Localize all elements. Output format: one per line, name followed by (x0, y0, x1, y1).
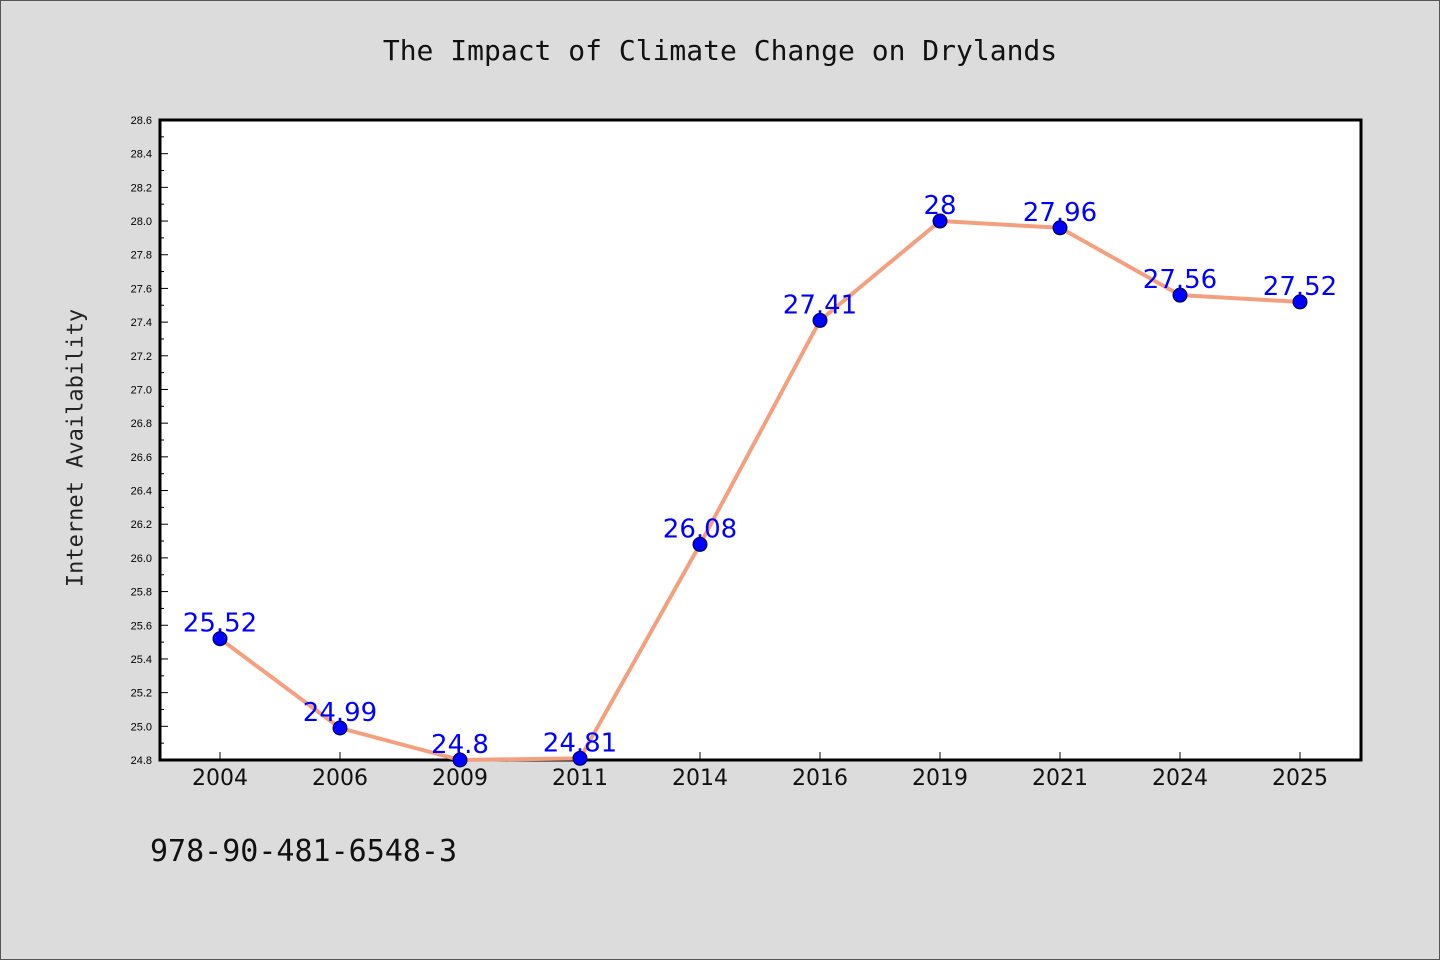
y-tick-label: 26.6 (131, 452, 152, 464)
series-line (218, 219, 1301, 762)
x-tick-label: 2025 (1272, 766, 1328, 791)
data-point (932, 213, 948, 229)
x-tick-label: 2016 (792, 766, 848, 791)
x-axis: 2004 2006 2009 2011 2014 2016 2019 2021 2024 2025 (192, 752, 1328, 791)
x-tick-label: 2004 (192, 766, 248, 791)
y-tick-label: 27.6 (131, 283, 152, 295)
data-point (572, 750, 588, 766)
x-tick-label: 2019 (912, 766, 968, 791)
y-tick-label: 25.0 (131, 721, 152, 733)
x-tick-label: 2011 (552, 766, 608, 791)
x-tick-label: 2024 (1152, 766, 1208, 791)
plot-area (158, 118, 1363, 762)
data-point (1052, 220, 1068, 236)
y-tick-label: 27.0 (131, 384, 152, 396)
x-tick-label: 2009 (432, 766, 488, 791)
data-point (1172, 287, 1188, 303)
data-label: 27.41 (783, 290, 857, 320)
data-label: 27.52 (1263, 272, 1337, 302)
data-point (332, 720, 348, 736)
data-label: 25.52 (183, 609, 257, 639)
y-tick-label: 27.2 (131, 351, 152, 363)
y-tick-label: 26.2 (131, 519, 152, 531)
y-tick-label: 26.0 (131, 553, 152, 565)
y-tick-label: 26.8 (131, 418, 152, 430)
data-point (692, 536, 708, 552)
data-label: 26.08 (663, 514, 737, 544)
data-label: 24.81 (543, 728, 617, 758)
y-tick-label: 25.4 (131, 654, 152, 666)
x-tick-label: 2014 (672, 766, 728, 791)
data-labels: 25.52 24.99 24.8 24.81 26.08 27.41 28 27.96 27.5… (183, 191, 1337, 760)
y-tick-label: 28.6 (131, 115, 152, 127)
data-label: 24.8 (431, 730, 489, 760)
data-point (212, 631, 228, 647)
y-tick-label: 27.8 (131, 250, 152, 262)
chart-title: The Impact of Climate Change on Drylands (382, 34, 1058, 67)
y-tick-label: 28.0 (131, 216, 152, 228)
y-tick-label: 25.2 (131, 688, 152, 700)
data-point (1292, 294, 1308, 310)
y-tick-label: 28.4 (131, 149, 152, 161)
data-label: 28 (923, 191, 956, 221)
data-label: 24.99 (303, 698, 377, 728)
data-label: 27.56 (1143, 265, 1217, 295)
y-tick-label: 25.6 (131, 620, 152, 632)
x-tick-label: 2021 (1032, 766, 1088, 791)
data-point (812, 312, 828, 328)
x-tick-label: 2006 (312, 766, 368, 791)
y-tick-label: 28.2 (131, 182, 152, 194)
data-label: 27.96 (1023, 198, 1097, 228)
data-point (452, 752, 468, 768)
y-axis: 24.8 25.0 25.2 25.4 25.6 25.8 26.0 26.2 26.4 26.6… (131, 115, 168, 767)
y-tick-label: 24.8 (131, 755, 152, 767)
y-tick-label: 25.8 (131, 587, 152, 599)
series-group (212, 213, 1308, 768)
footer-code: 978-90-481-6548-3 (150, 834, 458, 869)
y-tick-label: 27.4 (131, 317, 152, 329)
y-tick-label: 26.4 (131, 486, 152, 498)
